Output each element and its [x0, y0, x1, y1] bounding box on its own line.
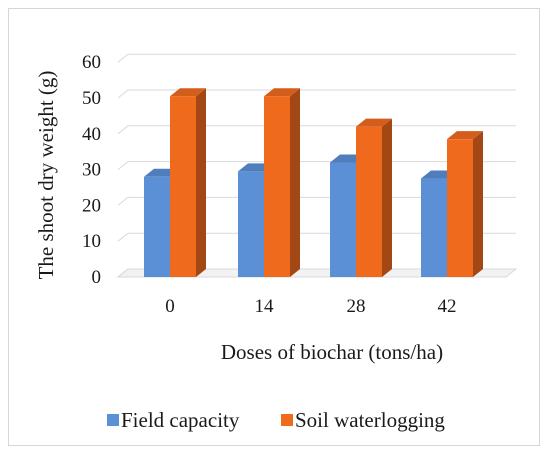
legend-swatch-soil-waterlogging [281, 414, 293, 426]
bar-front [144, 176, 170, 277]
bar [447, 131, 483, 277]
bar [264, 88, 300, 278]
y-axis: 0 10 20 30 40 50 60 [82, 52, 101, 288]
bar [170, 88, 206, 278]
bar-front [170, 96, 196, 278]
gridline [117, 53, 516, 63]
gridlines [116, 53, 518, 278]
y-tick-label: 50 [82, 88, 101, 109]
bar-side [196, 88, 206, 278]
y-tick-label: 10 [82, 231, 101, 252]
x-tick-label: 28 [347, 296, 366, 317]
bar-top [356, 118, 392, 127]
y-tick-label: 60 [82, 52, 101, 73]
legend-label-field-capacity: Field capacity [121, 408, 240, 432]
bar-top [447, 131, 483, 140]
y-tick-label: 30 [82, 160, 101, 181]
bar-side [382, 118, 392, 277]
bar-side [473, 131, 483, 277]
x-tick-label: 42 [438, 296, 457, 317]
y-tick-label: 0 [92, 267, 102, 288]
bar [356, 118, 392, 277]
legend: Field capacity Soil waterlogging [107, 408, 445, 432]
bar-top [170, 88, 206, 97]
legend-label-soil-waterlogging: Soil waterlogging [295, 408, 445, 432]
bar-front [330, 162, 356, 277]
bar-front [238, 171, 264, 277]
y-tick-label: 40 [82, 124, 101, 145]
x-axis: 0 14 28 42 [165, 296, 456, 317]
legend-swatch-field-capacity [107, 414, 119, 426]
gridline [117, 89, 516, 99]
x-tick-label: 14 [255, 296, 275, 317]
bar-side [290, 88, 300, 278]
bars [144, 88, 483, 278]
bar-top [264, 88, 300, 97]
x-axis-title: Doses of biochar (tons/ha) [221, 340, 443, 364]
bar-front [264, 96, 290, 278]
y-tick-label: 20 [82, 195, 101, 216]
bar-front [447, 139, 473, 277]
bar-front [421, 178, 447, 277]
y-axis-title: The shoot dry weight (g) [34, 71, 58, 280]
bar-front [356, 126, 382, 277]
x-tick-label: 0 [165, 296, 175, 317]
